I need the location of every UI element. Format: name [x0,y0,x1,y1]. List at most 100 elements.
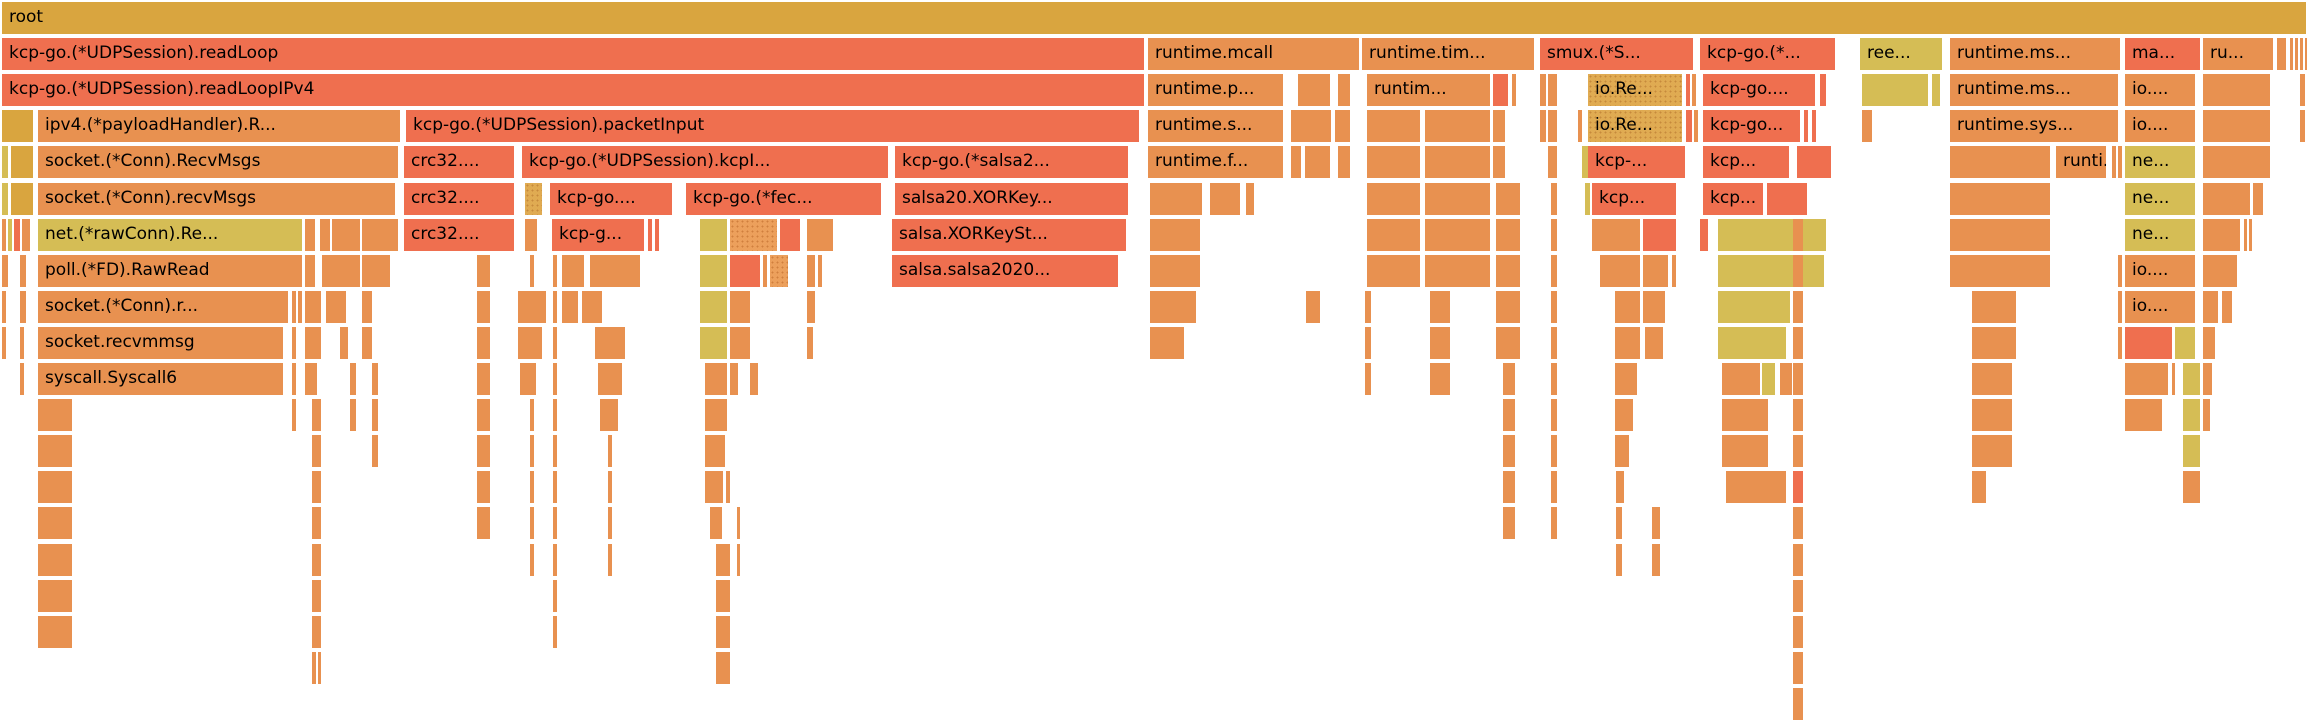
frame-kcp[interactable]: kcp... [1703,182,1763,215]
frame-bar[interactable] [312,507,321,540]
frame-bar[interactable] [530,507,534,540]
frame-bar[interactable] [1298,74,1330,107]
frame-runtime-p[interactable]: runtime.p... [1148,74,1283,107]
frame-ma[interactable]: ma... [2125,38,2200,71]
frame-bar[interactable] [608,507,612,540]
frame-bar[interactable] [1804,110,1808,143]
frame-bar[interactable] [807,254,815,287]
frame-bar[interactable] [1645,326,1663,359]
frame-bar[interactable] [1726,471,1786,504]
frame-bar[interactable] [807,290,815,323]
frame-bar[interactable] [1425,146,1490,179]
frame-bar[interactable] [1797,146,1831,179]
frame-bar[interactable] [312,615,321,648]
frame-bar[interactable] [326,290,346,323]
frame-bar[interactable] [1540,110,1546,143]
frame-bar[interactable] [530,399,534,432]
frame-bar[interactable] [477,363,490,395]
frame-bar[interactable] [710,507,722,540]
frame-bar[interactable] [1793,543,1803,576]
frame-bar[interactable] [705,399,727,432]
frame-bar[interactable] [716,579,730,612]
frame-bar[interactable] [320,218,330,251]
frame-runtime-ms[interactable]: runtime.ms... [1950,74,2118,107]
frame-bar[interactable] [1150,218,1200,251]
frame-smux-s[interactable]: smux.(*S... [1540,38,1693,71]
frame-bar[interactable] [655,218,659,251]
frame-bar[interactable] [2203,363,2212,395]
frame-bar[interactable] [1950,182,2050,215]
frame-bar[interactable] [1365,326,1371,359]
frame-bar[interactable] [1496,290,1520,323]
frame-bar[interactable] [1694,110,1698,143]
frame-ipv4-payloadhandler-r[interactable]: ipv4.(*payloadHandler).R... [38,110,400,143]
frame-bar[interactable] [2295,38,2298,71]
frame-bar[interactable] [38,399,72,432]
frame-bar[interactable] [553,399,557,432]
frame-bar[interactable] [1425,218,1490,251]
frame-bar[interactable] [305,363,317,395]
frame-runtim[interactable]: runtim... [1367,74,1490,107]
frame-bar[interactable] [553,290,557,323]
frame-bar[interactable] [1582,146,1588,179]
frame-bar[interactable] [1365,290,1371,323]
frame-bar[interactable] [518,290,546,323]
frame-bar[interactable] [292,363,296,395]
frame-bar[interactable] [1493,74,1508,107]
frame-bar[interactable] [1950,146,2050,179]
frame-bar[interactable] [1652,543,1660,576]
frame-bar[interactable] [553,363,557,395]
frame-bar[interactable] [530,435,534,468]
frame-bar[interactable] [1578,110,1582,143]
frame-bar[interactable] [1718,326,1786,359]
frame-bar[interactable] [2203,290,2218,323]
frame-bar[interactable] [750,363,758,395]
frame-bar[interactable] [807,218,833,251]
frame-runti[interactable]: runti... [2056,146,2106,179]
frame-kcp-go-salsa2[interactable]: kcp-go.(*salsa2... [895,146,1128,179]
frame-socket-conn-r[interactable]: socket.(*Conn).r... [38,290,288,323]
frame-bar[interactable] [1503,363,1515,395]
frame-bar[interactable] [2203,399,2210,432]
frame-crc32[interactable]: crc32.... [404,182,514,215]
frame-kcp[interactable]: kcp... [1703,146,1789,179]
frame-bar[interactable] [2175,326,2195,359]
frame-bar[interactable] [2300,110,2305,143]
frame-bar[interactable] [2,290,6,323]
frame-bar[interactable] [2203,218,2240,251]
frame-bar[interactable] [1972,471,1986,504]
frame-bar[interactable] [2118,326,2122,359]
frame-bar[interactable] [1291,146,1301,179]
frame-kcp-go[interactable]: kcp-go.... [1703,74,1815,107]
frame-bar[interactable] [1793,507,1803,540]
frame-bar[interactable] [1503,399,1515,432]
frame-bar[interactable] [1616,543,1622,576]
frame-bar[interactable] [1367,146,1420,179]
frame-bar[interactable] [1600,254,1640,287]
frame-bar[interactable] [700,218,727,251]
frame-runtime-ms[interactable]: runtime.ms... [1950,38,2120,71]
frame-bar[interactable] [2203,110,2270,143]
frame-kcp-go[interactable]: kcp-go... [1703,110,1800,143]
frame-bar[interactable] [700,254,727,287]
frame-bar[interactable] [1246,182,1254,215]
frame-syscall-syscall6[interactable]: syscall.Syscall6 [38,363,283,395]
frame-bar[interactable] [1972,399,2012,432]
frame-bar[interactable] [11,146,33,179]
frame-bar[interactable] [716,543,730,576]
frame-bar[interactable] [1367,254,1420,287]
frame-bar[interactable] [2125,326,2172,359]
frame-runtime-tim[interactable]: runtime.tim... [1362,38,1534,71]
frame-bar[interactable] [2,218,6,251]
frame-bar[interactable] [292,399,296,432]
frame-bar[interactable] [700,290,727,323]
frame-bar[interactable] [1820,74,1826,107]
frame-bar[interactable] [1585,182,1590,215]
frame-bar[interactable] [730,326,750,359]
frame-bar[interactable] [298,290,302,323]
frame-bar[interactable] [1932,74,1940,107]
frame-bar[interactable] [372,363,378,395]
frame-bar[interactable] [1686,74,1690,107]
frame-bar[interactable] [1862,110,1872,143]
frame-bar[interactable] [1793,687,1803,720]
